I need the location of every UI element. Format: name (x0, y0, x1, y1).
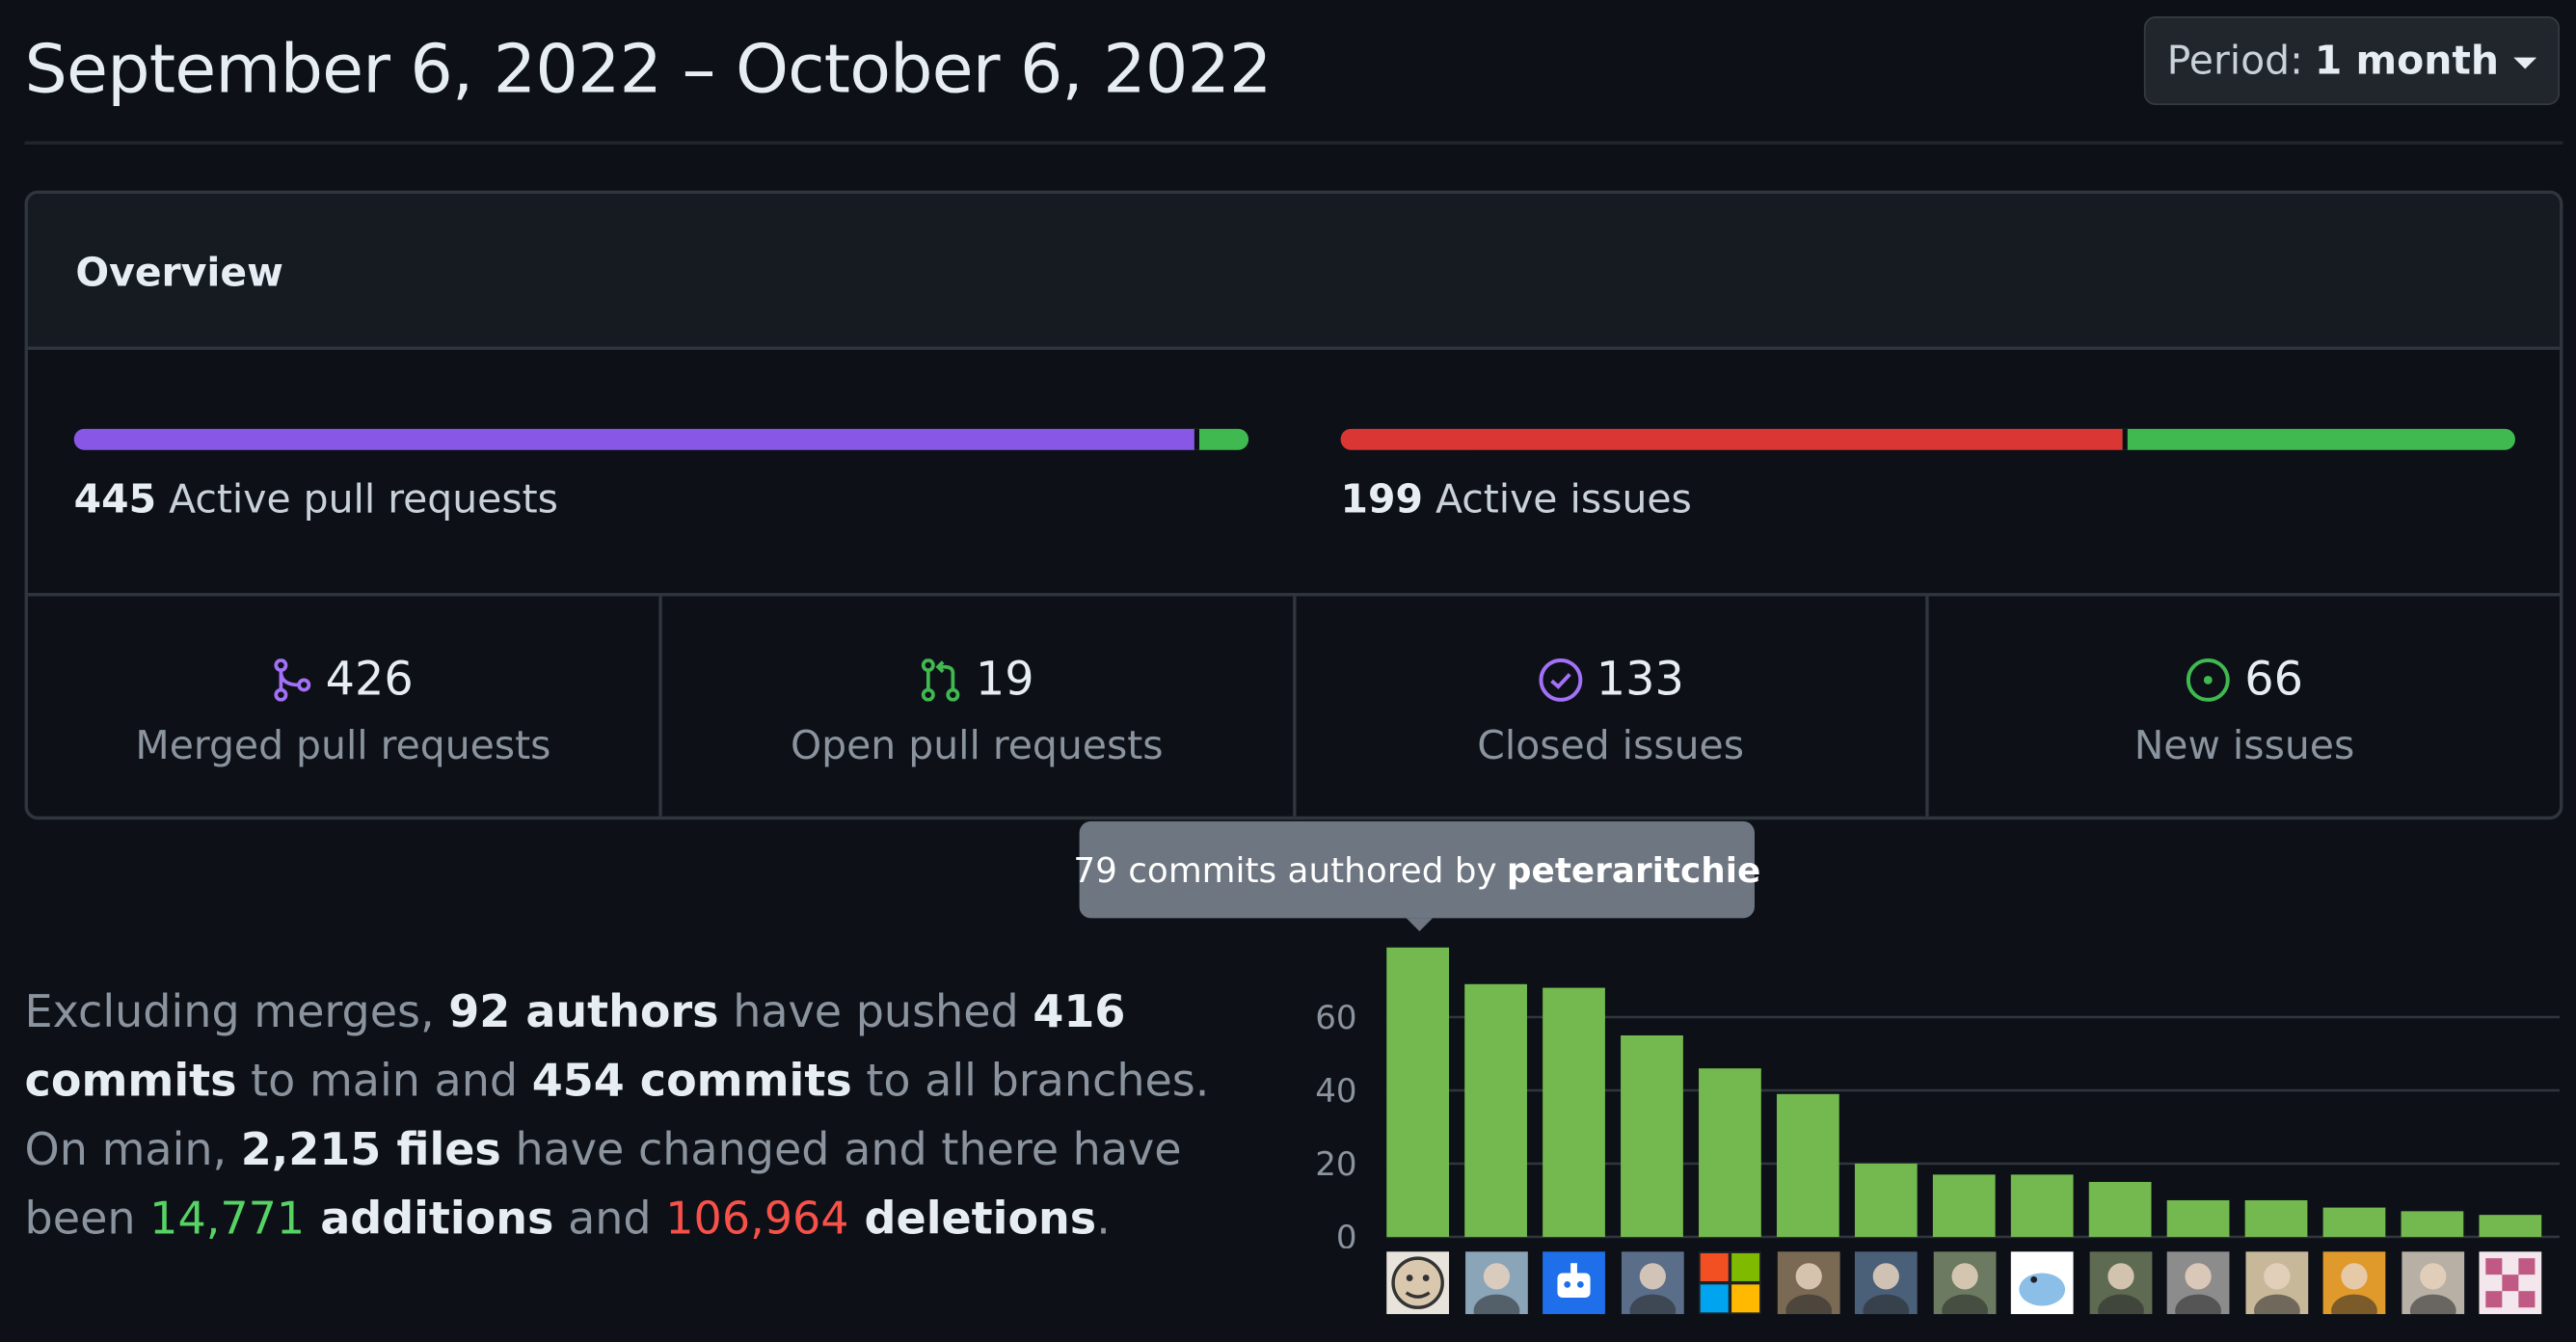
avatar-bird[interactable] (2010, 1251, 2074, 1315)
authors-count: 92 authors (448, 986, 719, 1038)
bar-segment-merged (73, 428, 1194, 450)
files-changed-count: 2,215 files (240, 1125, 501, 1176)
period-value: 1 month (2314, 38, 2500, 84)
commit-bar[interactable] (1854, 1163, 1918, 1237)
avatar-robot[interactable] (1543, 1251, 1605, 1315)
closed-issues-label: Closed issues (1477, 722, 1745, 769)
tooltip-text: 79 commits authored by (1073, 849, 1497, 890)
open-pr-count: 19 (975, 652, 1034, 707)
commit-bar[interactable] (1621, 1034, 1683, 1237)
commit-bar[interactable] (1699, 1068, 1761, 1237)
summary-text: have changed and there have been (24, 1125, 1182, 1246)
commit-bar[interactable] (2010, 1174, 2074, 1237)
bar-segment-open (1194, 428, 1249, 450)
avatar-cartoon-face[interactable] (1386, 1251, 1450, 1315)
deletions-word: deletions (848, 1194, 1097, 1246)
open-pr-label: Open pull requests (790, 722, 1164, 769)
additions-word: additions (305, 1194, 554, 1246)
summary-text: have pushed (718, 986, 1033, 1038)
commit-bar[interactable] (1386, 947, 1450, 1237)
tooltip-arrow (1406, 918, 1433, 932)
avatar-person-sketch[interactable] (1854, 1251, 1918, 1315)
commit-bar[interactable] (1932, 1174, 1996, 1237)
new-issues-count: 66 (2244, 652, 2304, 707)
bar-segment-closed (1340, 428, 2123, 450)
commit-bar[interactable] (2088, 1181, 2152, 1237)
bar-segment-new (2122, 428, 2515, 450)
overview-header: Overview (27, 194, 2560, 350)
y-tick-label: 40 (1315, 1072, 1356, 1111)
active-issues-count: 199 (1340, 476, 1423, 523)
summary-text: to all branches. On main, (24, 1056, 1210, 1176)
stat-merged-pull-requests[interactable]: 426 Merged pull requests (28, 596, 662, 817)
merged-pr-label: Merged pull requests (135, 722, 551, 769)
additions-count: 14,771 (149, 1194, 306, 1246)
avatar-person-sunglasses[interactable] (2244, 1251, 2308, 1315)
avatar-person-hat[interactable] (1776, 1251, 1839, 1315)
summary-text: Excluding merges, (24, 986, 449, 1038)
deletions-count: 106,964 (665, 1194, 849, 1246)
merged-pr-count: 426 (325, 652, 414, 707)
avatar-outdoor-photo[interactable] (1464, 1251, 1527, 1315)
open-pr-icon (921, 658, 960, 701)
pull-requests-progress-bar[interactable] (73, 428, 1249, 450)
header-divider (24, 141, 2563, 145)
commit-bar[interactable] (2166, 1199, 2230, 1237)
summary-text: to main and (236, 1056, 532, 1108)
active-issues-link[interactable]: 199 Active issues (1341, 476, 1692, 523)
new-issue-icon (2187, 658, 2231, 701)
overview-stats: 426 Merged pull requests 19 Open pull re… (28, 596, 2560, 817)
tooltip-user: peteraritchie (1506, 849, 1761, 890)
period-label: Period: (2166, 38, 2303, 84)
page-title: September 6, 2022 – October 6, 2022 (24, 29, 1273, 109)
issues-progress-bar[interactable] (1340, 428, 2515, 450)
avatar-person-smile[interactable] (2088, 1251, 2152, 1315)
avatar-windows-logo[interactable] (1699, 1251, 1761, 1315)
commits-main-count: 416 commits (24, 986, 1126, 1108)
new-issues-label: New issues (2133, 722, 2355, 769)
stat-new-issues[interactable]: 66 New issues (1929, 596, 2560, 816)
commit-bar[interactable] (2401, 1211, 2464, 1237)
avatar-person-cartoon[interactable] (2322, 1251, 2386, 1315)
closed-issues-count: 133 (1596, 652, 1684, 707)
overview-panel: Overview 445 Active pull requests 199 Ac… (24, 190, 2563, 820)
closed-issue-icon (1538, 658, 1582, 701)
merged-pr-icon (274, 658, 311, 701)
commit-tooltip: 79 commits authored by peteraritchie (1073, 820, 1760, 932)
commit-bar[interactable] (2244, 1199, 2308, 1237)
avatar-person-outdoor[interactable] (1932, 1251, 1996, 1315)
active-pull-requests-label: Active pull requests (169, 476, 558, 523)
summary-text: and (553, 1194, 666, 1246)
y-tick-label: 20 (1315, 1145, 1356, 1184)
commit-summary: Excluding merges, 92 authors have pushed… (25, 979, 1274, 1254)
commits-all-count: 454 commits (531, 1056, 852, 1108)
period-dropdown-button[interactable]: Period: 1 month (2143, 16, 2560, 106)
avatar-person-bw[interactable] (2166, 1251, 2230, 1315)
avatar-identicon[interactable] (2479, 1251, 2542, 1315)
commit-bar[interactable] (2322, 1207, 2386, 1237)
caret-down-icon (2513, 56, 2537, 68)
stat-closed-issues[interactable]: 133 Closed issues (1296, 596, 1930, 817)
commits-by-author-chart: 0 20 40 60 (1315, 947, 2560, 1248)
avatar-person-suit[interactable] (2401, 1251, 2464, 1315)
commit-bar[interactable] (1776, 1093, 1839, 1237)
active-pull-requests-count: 445 (73, 476, 157, 523)
commit-bar[interactable] (2479, 1215, 2542, 1237)
commit-bar[interactable] (1464, 983, 1527, 1237)
overview-title: Overview (75, 249, 283, 296)
avatar-snow-photo[interactable] (1621, 1251, 1683, 1315)
y-tick-label: 0 (1336, 1219, 1357, 1248)
stat-open-pull-requests[interactable]: 19 Open pull requests (661, 596, 1296, 817)
summary-text: . (1096, 1194, 1111, 1246)
y-tick-label: 60 (1315, 999, 1356, 1037)
overview-bars: 445 Active pull requests 199 Active issu… (27, 350, 2560, 597)
active-issues-label: Active issues (1435, 476, 1692, 523)
active-pull-requests-link[interactable]: 445 Active pull requests (74, 476, 558, 523)
commit-bar[interactable] (1543, 987, 1605, 1237)
